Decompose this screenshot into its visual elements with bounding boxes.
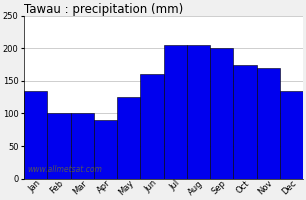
Bar: [140, 74, 164, 179]
Bar: [24, 91, 47, 179]
Bar: [117, 97, 140, 179]
Bar: [233, 65, 257, 179]
Bar: [47, 113, 71, 179]
Bar: [280, 91, 303, 179]
Bar: [164, 45, 187, 179]
Bar: [257, 68, 280, 179]
Text: www.allmetsat.com: www.allmetsat.com: [27, 165, 102, 174]
Bar: [187, 45, 210, 179]
Text: Tawau : precipitation (mm): Tawau : precipitation (mm): [24, 3, 183, 16]
Bar: [210, 48, 233, 179]
Bar: [94, 120, 117, 179]
Bar: [71, 113, 94, 179]
